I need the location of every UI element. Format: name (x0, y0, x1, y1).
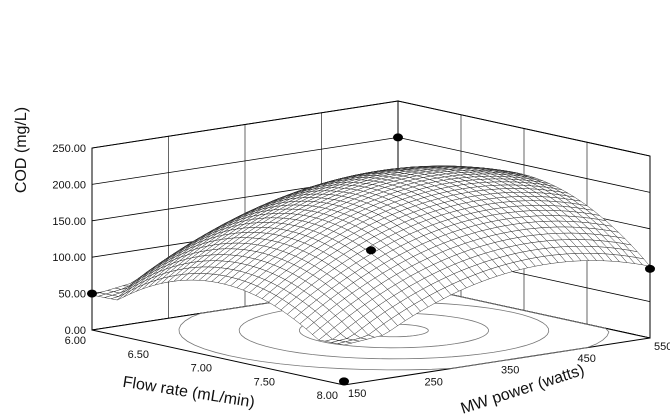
z-tick-label-4: 200.00 (52, 179, 86, 191)
x-tick-label-1: 6.50 (128, 349, 149, 361)
z-tick-label-1: 50.00 (58, 289, 86, 301)
z-axis-title: COD (mg/L) (13, 107, 30, 193)
design-point-1 (339, 377, 349, 386)
surface-cell (337, 341, 352, 346)
design-point-0 (87, 289, 97, 298)
floor-contour-3 (178, 290, 610, 371)
design-point-2 (366, 246, 376, 255)
z-tick-label-2: 100.00 (52, 252, 86, 264)
y-tick-label-1: 250 (425, 376, 443, 388)
x-tick-label-0: 6.00 (65, 335, 86, 347)
x-tick-label-3: 7.50 (254, 376, 275, 388)
x-axis-title: Flow rate (mL/min) (122, 374, 256, 412)
y-tick-label-4: 550 (654, 341, 670, 353)
design-point-3 (393, 133, 403, 142)
design-point-4 (645, 264, 655, 273)
x-tick-label-4: 8.00 (317, 390, 338, 402)
response-surface (91, 165, 651, 346)
z-tick-label-3: 150.00 (52, 216, 86, 228)
y-axis-title: MW power (watts) (459, 362, 587, 418)
z-tick-label-5: 250.00 (52, 143, 86, 155)
z-tick-label-0: 0.00 (65, 325, 86, 337)
x-tick-label-2: 7.00 (191, 363, 212, 375)
y-tick-label-2: 350 (501, 365, 519, 377)
design-points (87, 133, 655, 386)
y-tick-label-0: 150 (348, 388, 366, 400)
y-tick-label-3: 450 (578, 353, 596, 365)
tick-labels: 0.00 50.00 100.00 150.00 200.00 250.00 6.00 6.5… (52, 143, 670, 402)
